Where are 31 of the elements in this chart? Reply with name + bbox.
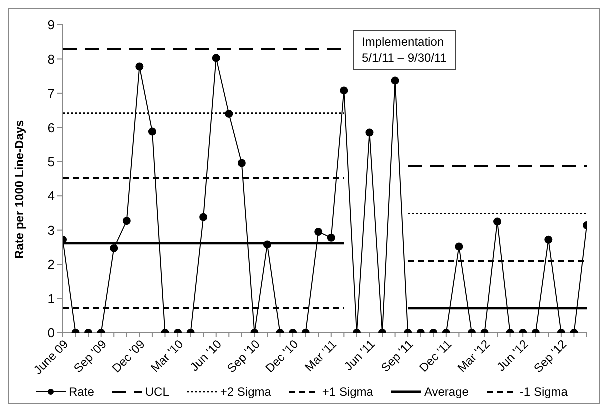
x-tick-label: Mar '11: [302, 337, 340, 375]
legend-label: -1 Sigma: [520, 385, 568, 399]
x-tick-label: Dec '11: [416, 337, 455, 376]
y-tick-label: 3: [48, 222, 55, 238]
y-tick-label: 9: [48, 18, 55, 33]
legend-label: Average: [424, 385, 469, 399]
y-tick-label: 1: [48, 291, 55, 306]
x-tick-label: Mar '10: [148, 337, 186, 376]
x-tick-label: Mar '12: [454, 337, 494, 376]
x-tick-label: Sep '10: [224, 337, 264, 376]
x-tick-label: Jun '12: [494, 337, 532, 374]
legend-label: +1 Sigma: [322, 385, 374, 399]
x-tick-label: Sep '11: [378, 337, 416, 376]
x-tick-label: Sep '09: [71, 337, 110, 376]
y-axis-title: Rate per 1000 Line-Days: [12, 120, 26, 259]
annotation-box: Implementation 5/1/11 – 9/30/11: [353, 30, 456, 70]
x-tick-label: Dec '10: [262, 337, 302, 376]
x-tick-label: Dec '09: [109, 337, 148, 376]
y-tick-label: 6: [48, 120, 55, 136]
legend-label: Rate: [69, 385, 94, 399]
legend-label: +2 Sigma: [220, 385, 272, 399]
y-tick-label: 2: [48, 257, 55, 272]
y-tick-label: 4: [48, 188, 55, 204]
y-tick-label: 0: [48, 326, 55, 341]
y-tick-label: 8: [48, 52, 55, 67]
legend-label: UCL: [145, 385, 170, 399]
x-tick-label: Jun '10: [188, 337, 225, 374]
x-tick-label: Jun '11: [342, 337, 378, 374]
y-tick-label: 5: [48, 154, 55, 170]
x-tick-label: Sep '12: [531, 337, 570, 376]
y-tick-label: 7: [48, 86, 55, 102]
